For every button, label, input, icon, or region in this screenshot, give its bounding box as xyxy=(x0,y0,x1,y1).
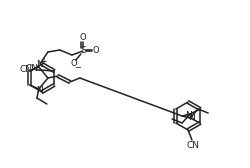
Text: +: + xyxy=(40,57,47,67)
Text: O: O xyxy=(70,59,77,69)
Text: N: N xyxy=(36,60,43,70)
Text: CN: CN xyxy=(19,66,32,74)
Text: CN: CN xyxy=(26,65,38,74)
Text: O: O xyxy=(92,47,99,55)
Text: S: S xyxy=(80,47,86,55)
Text: CN: CN xyxy=(186,141,199,151)
Text: −: − xyxy=(74,64,81,73)
Text: N: N xyxy=(184,111,191,119)
Text: O: O xyxy=(79,33,86,43)
Text: N: N xyxy=(187,113,194,121)
Text: N: N xyxy=(36,87,43,95)
